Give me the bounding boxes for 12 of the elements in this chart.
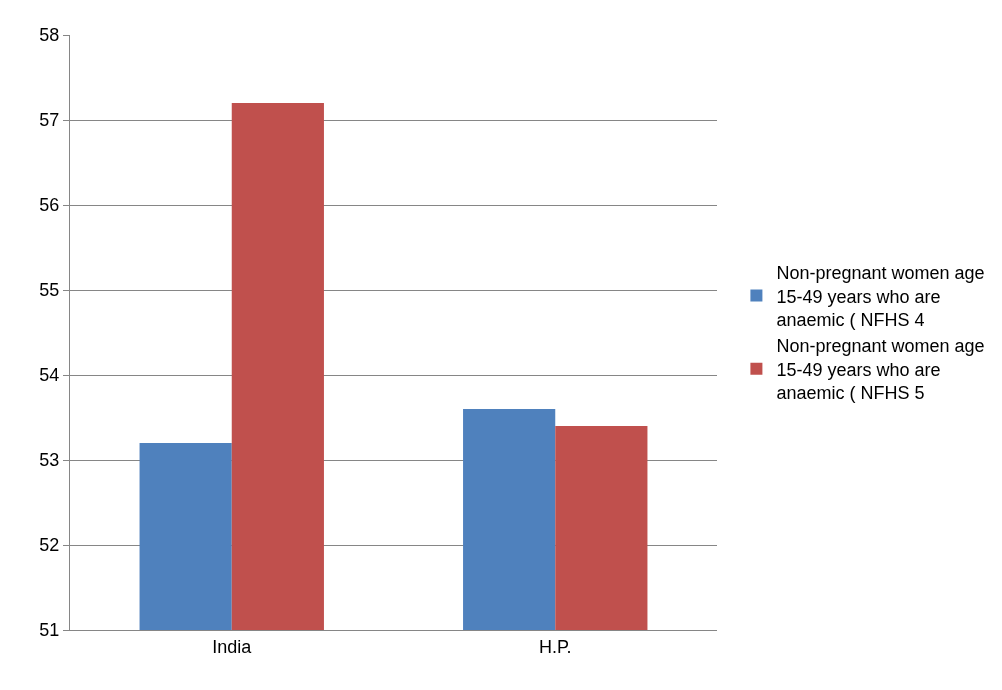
- x-tick-label: H.P.: [538, 636, 572, 657]
- y-tick-label: 58: [39, 25, 60, 46]
- y-tick-label: 53: [39, 450, 60, 471]
- legend-label: Non-pregnant women age 15-49 years who are anaemic ( NFHS 5: [776, 336, 985, 404]
- x-tick-label: India: [212, 636, 253, 657]
- legend-label: Non-pregnant women age 15-49 years who are anaemic ( NFHS 4: [776, 263, 985, 331]
- y-tick-label: 56: [39, 195, 60, 216]
- y-tick-label: 55: [39, 280, 60, 301]
- y-tick-label: 51: [39, 620, 60, 641]
- y-tick-label: 52: [39, 535, 60, 556]
- y-tick-label: 54: [39, 365, 60, 386]
- y-tick-label: 57: [39, 110, 60, 131]
